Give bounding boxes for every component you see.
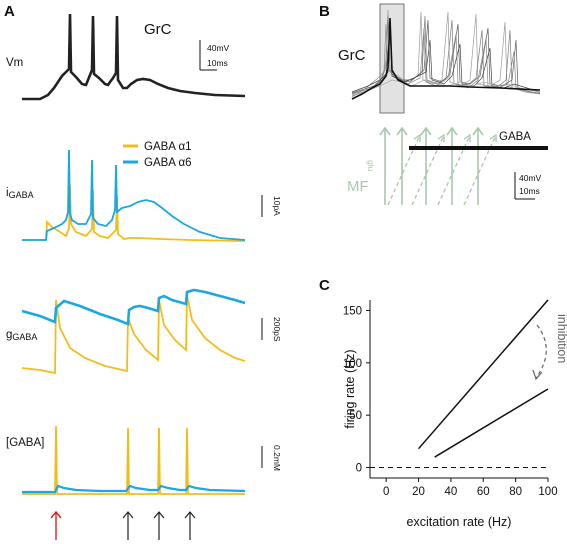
panel-b-grc-label: GrC: [338, 47, 366, 64]
glu-label: glu: [366, 160, 376, 172]
mf-arrows: [379, 126, 484, 205]
panel-b-label: B: [319, 3, 330, 20]
x-axis-title: excitation rate (Hz): [407, 515, 512, 529]
x-tick-label: 0: [383, 486, 389, 498]
y-tick-label: 50: [349, 410, 362, 422]
x-tick-label: 20: [412, 486, 425, 498]
conc-label: [GABA]: [6, 437, 44, 449]
conc-scale-label: 0.2mM: [272, 445, 282, 471]
legend-label-a1: GABA α1: [144, 141, 192, 153]
inhibition-arrow: [535, 324, 547, 379]
voltage-traces: [351, 9, 541, 100]
x-tick-label: 60: [477, 486, 490, 498]
ggaba-label: gGABA: [6, 329, 37, 342]
mf-dashed-arrows: [387, 133, 497, 206]
legend: GABA α1 GABA α6: [123, 141, 192, 169]
vm-trace: [22, 13, 246, 101]
y-axis-title: firing rate (Hz): [343, 349, 357, 428]
stimulus-arrow: [122, 511, 134, 540]
igaba-trace-alpha1: [22, 184, 246, 242]
x-tick-label: 100: [538, 486, 557, 498]
stimulus-arrow-first: [50, 510, 62, 540]
igaba-scale-label: 10pA: [272, 196, 282, 216]
ggaba-scale-label: 200pS: [272, 317, 282, 342]
panel-b-scale-bar: [514, 172, 535, 200]
vm-label: Vm: [6, 57, 23, 69]
ggaba-trace-alpha6: [21, 288, 246, 326]
stimulus-arrows: [50, 510, 196, 540]
legend-label-a6: GABA α6: [144, 157, 192, 169]
x-tick-label: 80: [509, 486, 522, 498]
panel-b-scale-voltage: 40mV: [519, 173, 542, 183]
panel-b-scale-time: 10ms: [519, 186, 540, 196]
igaba-trace-alpha6: [22, 149, 246, 241]
panel-a-label: A: [4, 3, 15, 20]
inhibition-arrowhead: [532, 369, 543, 381]
inhibition-label: inhibition: [555, 314, 567, 363]
mf-label: MF: [347, 178, 369, 195]
panel-a-grc-label: GrC: [144, 21, 172, 38]
firing-rate-chart: 0 20 40 60 80 100 0 50 100 150 excitation rate (Hz…: [343, 299, 567, 529]
conc-trace-alpha6: [22, 484, 246, 494]
ggaba-trace-alpha1: [21, 294, 246, 375]
gaba-bar-label: GABA: [499, 131, 531, 143]
rate-line: [417, 299, 549, 450]
y-tick-label: 100: [343, 358, 362, 370]
panel-c-label: C: [319, 277, 330, 294]
vm-scale-voltage: 40mV: [207, 43, 230, 53]
igaba-label: iGABA: [6, 187, 34, 200]
stimulus-arrow: [153, 511, 165, 540]
stimulus-arrow: [184, 511, 196, 540]
x-tick-label: 40: [445, 486, 458, 498]
y-tick-label: 0: [356, 463, 362, 475]
rate-line: [434, 388, 549, 458]
vm-scale-bar: [199, 40, 217, 71]
conc-trace-alpha1: [22, 425, 245, 495]
y-tick-label: 150: [343, 305, 362, 317]
vm-scale-time: 10ms: [207, 58, 228, 68]
